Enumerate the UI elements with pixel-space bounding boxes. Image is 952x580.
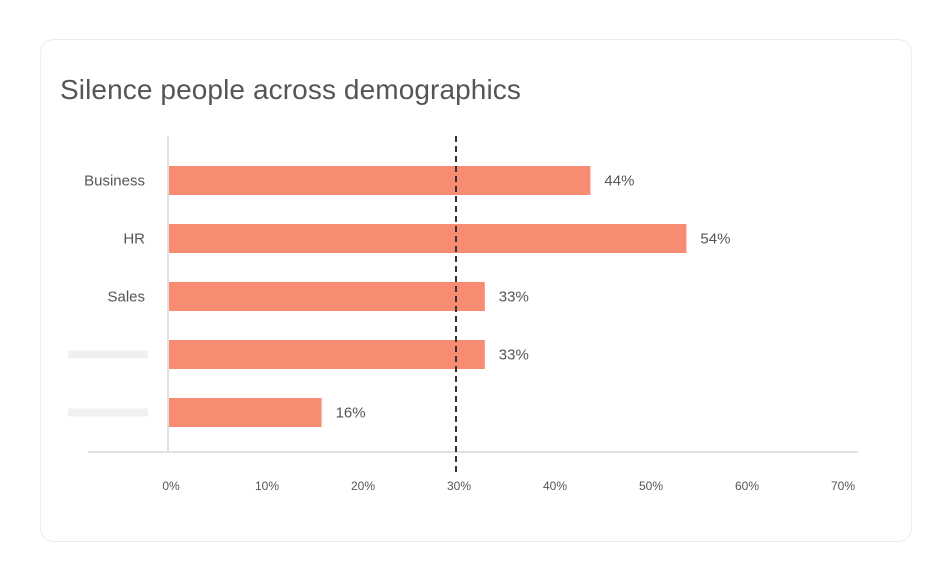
value-label-2: 54% <box>700 231 730 248</box>
value-label-1: 44% <box>604 173 634 190</box>
bar-5 <box>169 398 322 427</box>
x-tick-label-30: 30% <box>447 479 471 493</box>
x-tick-label-50: 50% <box>639 479 663 493</box>
bar-1 <box>169 166 591 195</box>
x-tick-label-10: 10% <box>255 479 279 493</box>
category-label-2: HR <box>123 231 145 248</box>
value-label-3: 33% <box>499 289 529 306</box>
category-label-placeholder-4 <box>68 350 148 359</box>
category-label-1: Business <box>84 173 145 190</box>
bar-2 <box>169 224 687 253</box>
bar-4 <box>169 340 485 369</box>
x-tick-label-40: 40% <box>543 479 567 493</box>
x-tick-label-70: 70% <box>831 479 855 493</box>
value-label-4: 33% <box>499 347 529 364</box>
category-label-placeholder-5 <box>68 408 148 417</box>
bar-3 <box>169 282 485 311</box>
category-label-3: Sales <box>107 289 145 306</box>
chart-title: Silence people across demographics <box>60 74 521 105</box>
value-label-5: 16% <box>336 405 366 422</box>
x-tick-label-60: 60% <box>735 479 759 493</box>
x-tick-label-0: 0% <box>162 479 180 493</box>
x-tick-label-20: 20% <box>351 479 375 493</box>
